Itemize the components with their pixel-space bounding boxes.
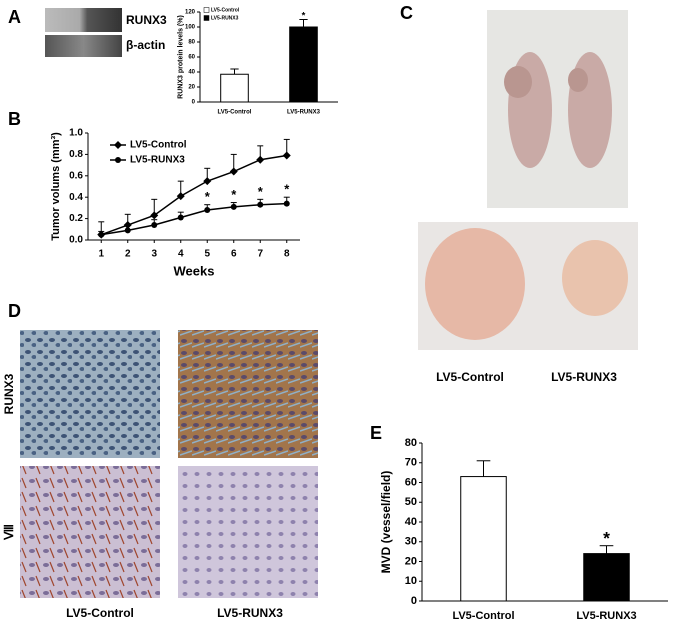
- data-point: [229, 167, 238, 176]
- x-tick-label: 8: [284, 249, 290, 260]
- x-tick-label: 3: [151, 249, 157, 260]
- tumor: [562, 240, 628, 316]
- legend-swatch: [203, 7, 210, 13]
- y-tick-label: 70: [405, 457, 417, 469]
- photo-label: LV5-RUNX3: [551, 370, 617, 384]
- y-tick-label: 0.8: [69, 149, 83, 160]
- data-point: [177, 214, 184, 221]
- legend-swatch: [203, 15, 210, 21]
- x-tick-label: 6: [231, 249, 237, 260]
- panel-label: D: [8, 301, 21, 321]
- histology-image: [20, 466, 160, 598]
- bar: [583, 553, 630, 602]
- data-point: [230, 203, 237, 210]
- y-axis-title: Tumor volums (mm³): [50, 132, 62, 241]
- data-point: [256, 155, 265, 164]
- y-tick-label: 0.6: [69, 170, 83, 181]
- x-tick-label: 5: [204, 249, 210, 260]
- significance-mark: *: [231, 187, 237, 202]
- panel-label: B: [8, 109, 21, 129]
- column-label: LV5-RUNX3: [217, 606, 283, 620]
- blot-label: β-actin: [126, 38, 165, 52]
- y-tick-label: 80: [405, 437, 417, 449]
- y-axis-title: RUNX3 protein levels (%): [178, 15, 185, 99]
- legend-marker: [114, 141, 122, 149]
- data-point: [176, 192, 185, 201]
- blot-band: [45, 8, 122, 32]
- y-tick-label: 120: [185, 10, 196, 16]
- legend-marker: [115, 157, 121, 163]
- significance-mark: *: [284, 182, 290, 197]
- x-tick-label: 4: [178, 249, 184, 260]
- data-point: [98, 231, 105, 238]
- y-tick-label: 100: [185, 25, 196, 31]
- data-point: [282, 151, 291, 160]
- significance-mark: *: [205, 189, 211, 204]
- data-line: [100, 154, 287, 236]
- y-tick-label: 20: [405, 555, 417, 567]
- y-tick-label: 80: [188, 40, 195, 46]
- bar: [289, 26, 318, 103]
- x-tick-label: LV5-RUNX3: [576, 610, 636, 622]
- photo-label: LV5-Control: [436, 370, 504, 384]
- y-tick-label: 60: [405, 476, 417, 488]
- legend-label: LV5-RUNX3: [130, 155, 185, 166]
- x-tick-label: 2: [125, 249, 131, 260]
- y-tick-label: 60: [188, 55, 195, 61]
- legend-label: LV5-RUNX3: [211, 15, 239, 21]
- x-axis-title: Weeks: [174, 263, 215, 278]
- x-tick-label: LV5-Control: [218, 110, 252, 116]
- blot-band: [45, 35, 122, 57]
- data-point: [151, 222, 158, 229]
- row-label: Ⅷ: [2, 524, 16, 541]
- y-tick-label: 40: [405, 516, 417, 528]
- y-tick-label: 20: [188, 85, 195, 91]
- bar: [460, 476, 507, 602]
- data-point: [283, 200, 290, 207]
- data-point: [124, 227, 131, 234]
- significance-mark: *: [603, 528, 610, 548]
- data-point: [257, 201, 264, 208]
- y-axis-title: MVD (vessel/field): [379, 471, 393, 574]
- blot-label: RUNX3: [126, 13, 167, 27]
- y-tick-label: 40: [188, 70, 195, 76]
- y-tick-label: 1.0: [69, 128, 83, 139]
- data-line: [101, 202, 287, 236]
- tumor: [504, 66, 532, 98]
- tumor: [425, 228, 525, 340]
- tumor: [568, 68, 588, 92]
- data-point: [203, 177, 212, 186]
- x-tick-label: LV5-RUNX3: [287, 110, 321, 116]
- legend-label: LV5-Control: [130, 140, 187, 151]
- histology-image: [178, 466, 318, 598]
- y-tick-label: 0.4: [69, 192, 83, 203]
- x-tick-label: LV5-Control: [452, 610, 514, 622]
- x-tick-label: 1: [98, 249, 104, 260]
- legend-label: LV5-Control: [211, 7, 240, 13]
- row-label: RUNX3: [2, 373, 16, 414]
- panel-label: A: [8, 7, 21, 27]
- column-label: LV5-Control: [66, 606, 134, 620]
- data-point: [150, 211, 159, 220]
- y-tick-label: 0.2: [69, 213, 83, 224]
- histology-image: [20, 330, 160, 458]
- x-tick-label: 7: [257, 249, 263, 260]
- panel-label: C: [400, 3, 413, 23]
- y-tick-label: 30: [405, 536, 417, 548]
- histology-image: [178, 330, 318, 458]
- panel-label: E: [370, 423, 382, 443]
- y-tick-label: 10: [405, 575, 417, 587]
- y-tick-label: 0: [192, 100, 196, 106]
- y-tick-label: 50: [405, 496, 417, 508]
- significance-mark: *: [302, 10, 306, 21]
- significance-mark: *: [258, 184, 264, 199]
- bar: [220, 73, 249, 103]
- data-point: [204, 207, 211, 214]
- y-tick-label: 0: [411, 595, 417, 607]
- y-tick-label: 0.0: [69, 235, 83, 246]
